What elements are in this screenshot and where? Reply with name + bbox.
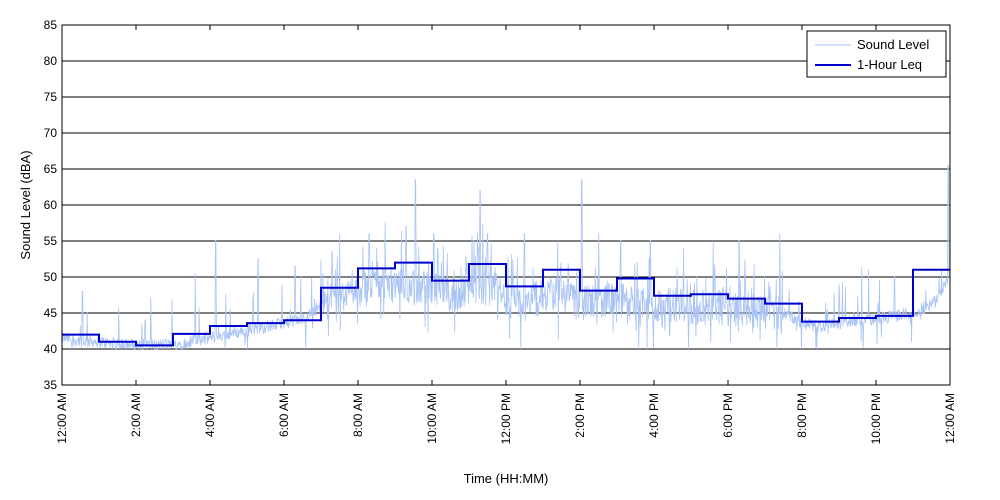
- legend-box: [806, 30, 947, 78]
- y-tick-label: 70: [44, 126, 58, 140]
- y-tick-label: 40: [44, 342, 58, 356]
- y-tick-label: 55: [44, 234, 58, 248]
- y-tick-label: 65: [44, 162, 58, 176]
- y-tick-label: 80: [44, 54, 58, 68]
- y-tick-label: 45: [44, 306, 58, 320]
- y-axis-ticks: 35 40 45 50 55 60 65 70 75 80 85: [44, 18, 58, 392]
- x-tick-label: 8:00 AM: [351, 393, 365, 437]
- x-axis-ticks: 12:00 AM 2:00 AM 4:00 AM 6:00 AM 8:00 AM 10:0…: [55, 25, 957, 444]
- x-tick-label: 12:00 AM: [943, 393, 957, 444]
- y-axis-title: Sound Level (dBA): [18, 150, 33, 259]
- x-tick-label: 6:00 AM: [277, 393, 291, 437]
- leq-series: [62, 261, 950, 347]
- x-tick-label: 12:00 AM: [55, 393, 69, 444]
- y-tick-label: 85: [44, 18, 58, 32]
- leq-step-line: [62, 261, 950, 347]
- x-tick-label: 2:00 PM: [573, 393, 587, 438]
- y-tick-label: 60: [44, 198, 58, 212]
- x-axis-title: Time (HH:MM): [464, 471, 549, 486]
- y-tick-label: 50: [44, 270, 58, 284]
- legend-label-sound-level: Sound Level: [857, 37, 929, 52]
- x-tick-label: 12:00 PM: [499, 393, 513, 444]
- legend-label-leq: 1-Hour Leq: [857, 57, 922, 72]
- x-tick-label: 10:00 AM: [425, 393, 439, 444]
- x-tick-label: 4:00 AM: [203, 393, 217, 437]
- x-tick-label: 8:00 PM: [795, 393, 809, 438]
- x-tick-label: 4:00 PM: [647, 393, 661, 438]
- y-tick-label: 75: [44, 90, 58, 104]
- x-tick-label: 2:00 AM: [129, 393, 143, 437]
- y-tick-label: 35: [44, 378, 58, 392]
- legend: Sound Level 1-Hour Leq: [806, 30, 947, 78]
- x-tick-label: 6:00 PM: [721, 393, 735, 438]
- x-tick-label: 10:00 PM: [869, 393, 883, 444]
